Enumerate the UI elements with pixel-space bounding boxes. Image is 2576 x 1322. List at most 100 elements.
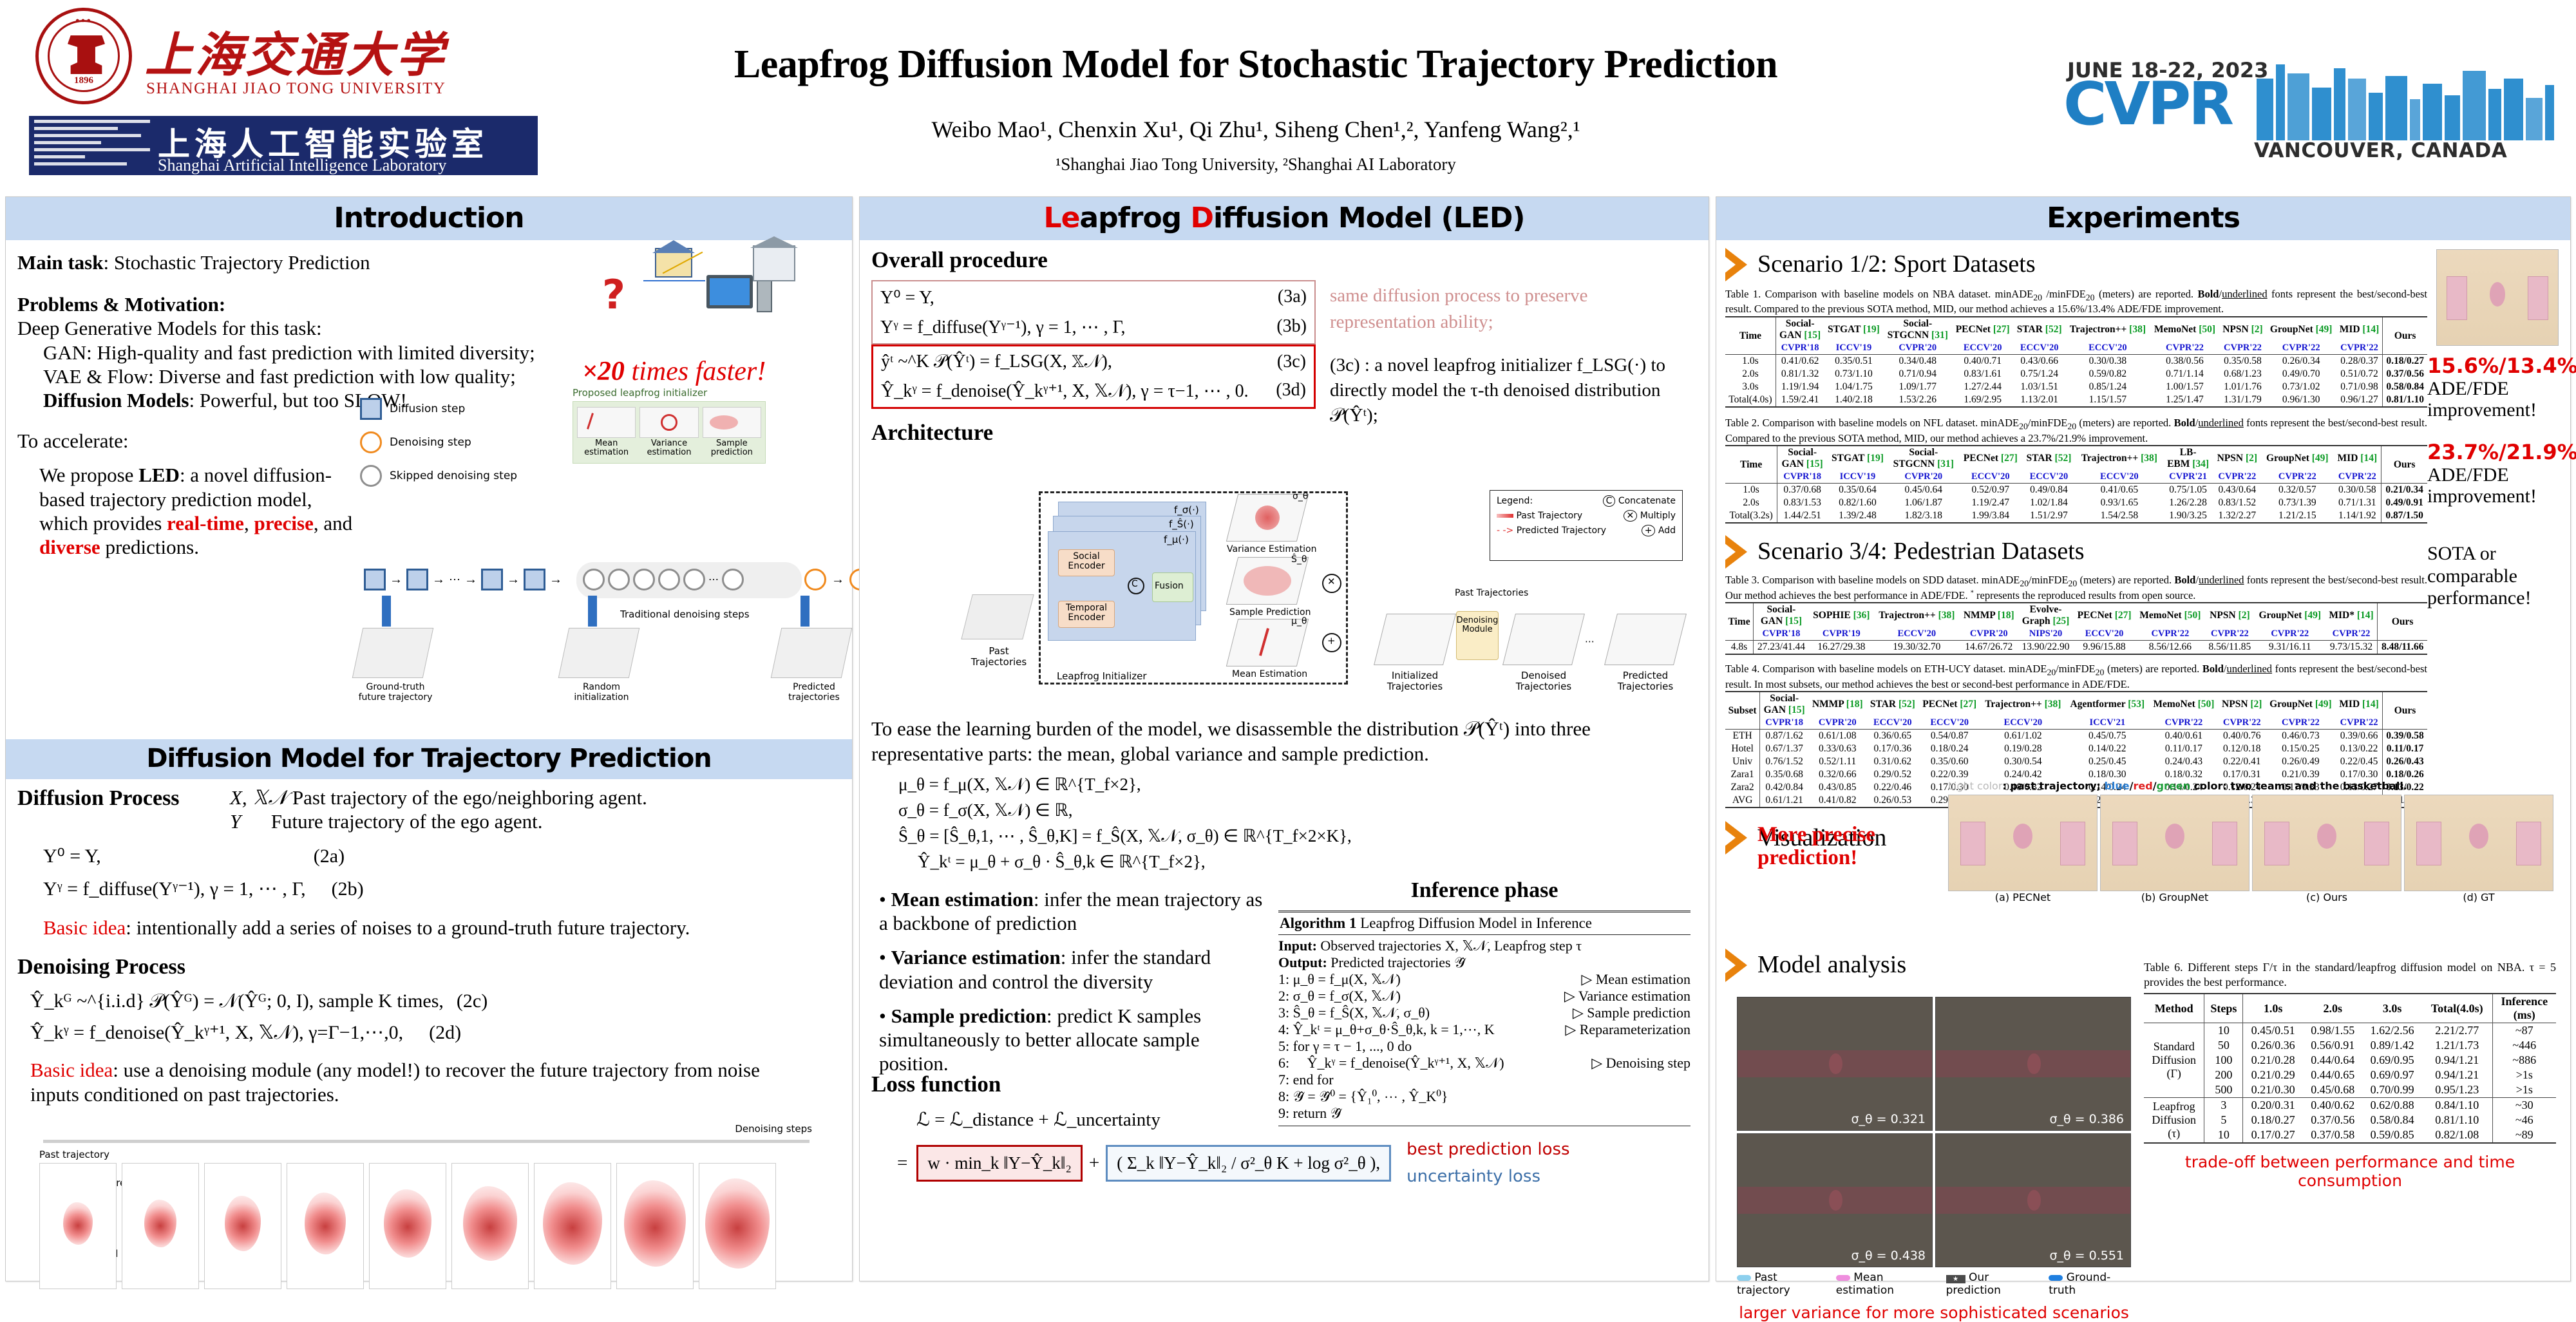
table-cell: 0.83/1.52 — [2218, 497, 2257, 509]
table-cell: 0.21/0.29 — [2251, 1068, 2295, 1081]
table-cell: 0.45/0.68 — [2311, 1083, 2355, 1096]
diffusion-models-label: Diffusion Models — [43, 388, 189, 411]
scenario-12-heading: Scenario 1/2: Sport Datasets — [1757, 250, 2036, 278]
table-cell: 1.62/2.56 — [2362, 1023, 2422, 1038]
table-cell: 1.39/2.48 — [1839, 510, 1877, 522]
label-s-theta: Ŝ_θ — [1291, 554, 1307, 565]
table-column-header: MemoNet [50] — [2135, 602, 2205, 628]
label-mu-theta: μ_θ — [1291, 616, 1307, 627]
keyword-realtime: real-time — [167, 511, 244, 534]
table-cell: 0.14/0.22 — [2088, 743, 2126, 755]
table-column-header: STAR [52] — [2022, 445, 2076, 471]
table-column-header: GroupNet [49] — [2266, 316, 2336, 343]
table-row: Zara2 0.42/0.84 0.43/0.85 0.22/0.46 0.17/0.3… — [1725, 781, 2427, 795]
table-cell: 0.30/0.38 — [2065, 354, 2150, 368]
table-venue-header: CVPR'20 — [1899, 343, 1937, 354]
table-cell: 0.43/0.64 — [2213, 483, 2262, 497]
table-group-label: Leapfrog Diffusion (τ) — [2144, 1097, 2205, 1143]
multiply-icon — [1322, 574, 1341, 593]
table-cell: 0.40/0.71 — [1951, 354, 2014, 368]
table-cell: 0.61/1.02 — [1980, 729, 2066, 743]
loss-equation-1: ℒ = ℒ_distance + ℒ_uncertainty — [916, 1110, 1160, 1130]
deep-generative-line: Deep Generative Models for this task: — [17, 317, 322, 340]
results-table-1: Time Social- GAN [15] STGAT [19] Social- STGC… — [1725, 316, 2427, 410]
diffusion-process-heading: Diffusion Process — [17, 786, 180, 810]
table-venue-header: CVPR'18 — [1781, 343, 1819, 354]
table-cell: 1.59/2.41 — [1781, 394, 1819, 406]
table-cell: 0.36/0.65 — [1866, 729, 1919, 743]
skipped-denoising-step-icon — [360, 465, 382, 487]
table-cell: 19.30/32.70 — [1873, 640, 1960, 655]
table-venue-header: ICCV'19 — [1839, 471, 1876, 482]
table-row: 100 0.21/0.28 0.44/0.64 0.69/0.95 0.94/1.21 ~… — [2144, 1053, 2556, 1068]
table-cell: 0.22/0.41 — [2222, 756, 2261, 768]
table-cell: 1.90/3.25 — [2169, 510, 2207, 522]
past-trajectories-plate — [961, 594, 1034, 639]
table-cell: 0.73/1.10 — [1835, 368, 1873, 380]
equation-2b: Yᵞ = f_diffuse(Yᵞ⁻¹), γ = 1, ⋯ , Γ, (2b) — [43, 878, 364, 900]
table-cell: 0.89/1.42 — [2370, 1039, 2414, 1052]
model-analysis-legend: Past trajectory Mean estimation ★ Our pr… — [1737, 1271, 2111, 1297]
chevron-right-icon-3 — [1724, 821, 1751, 855]
table-cell: ~46 — [2515, 1113, 2533, 1126]
table-cell: 500 — [2204, 1082, 2244, 1098]
table-cell: 1.32/2.27 — [2218, 510, 2257, 522]
equation-box-3cd: ŷᵗ ~^K 𝒫(Ŷᵗ) = f_LSG(X, 𝕏𝒩), (3c) Ŷ_kᵞ = … — [871, 345, 1316, 409]
table-row: Total(4.0s) 1.59/2.41 1.40/2.18 1.53/2.26 1.… — [1725, 393, 2427, 408]
table-venue-header: CVPR'22 — [2164, 717, 2203, 728]
badge-improvement-2: 23.7%/21.9% ADE/FDE improvement! — [2427, 440, 2576, 507]
concatenate-icon — [1128, 578, 1144, 594]
table6-caption: Table 6. Different steps Γ/τ in the stan… — [2144, 961, 2556, 988]
table-cell: 0.69/0.95 — [2370, 1053, 2414, 1066]
table-cell: 1.40/2.18 — [1835, 394, 1873, 406]
scenario-34-heading-row: Scenario 3/4: Pedestrian Datasets — [1724, 535, 2561, 569]
label-denoised-trajectories: Denoised Trajectories — [1515, 670, 1572, 693]
table-cell: 27.23/41.44 — [1753, 640, 1809, 655]
table-column-header: GroupNet [49] — [2261, 445, 2334, 471]
table-cell: 0.41/0.82 — [1818, 795, 1857, 806]
table-cell: 0.58/0.84 — [2370, 1113, 2414, 1126]
fig-traditional-label: Traditional denoising steps — [620, 609, 750, 620]
algorithm-io: Input: Observed trajectories X, 𝕏𝒩, Leap… — [1278, 937, 1582, 970]
model-analysis-figure: σ_θ = 0.321 σ_θ = 0.386 σ_θ = 0.438 σ_θ … — [1737, 997, 2131, 1322]
table-cell: 0.19/0.28 — [2004, 743, 2042, 755]
table-column-header: NMMP [18] — [1959, 602, 2018, 628]
question-mark-icon: ? — [602, 271, 625, 318]
table-cell: 1.00/1.57 — [2166, 381, 2204, 393]
table-cell: 0.83/1.53 — [1783, 497, 1821, 509]
cvpr-date: JUNE 18-22, 2023 — [2067, 58, 2269, 82]
denoised-traj-plate — [1502, 614, 1585, 665]
table-cell: 0.15/0.25 — [2282, 743, 2320, 755]
table-column-header: Trajectron++ [38] — [1980, 691, 2066, 717]
bullet-sample-prediction: • Sample prediction: predict K samples s… — [879, 1004, 1202, 1075]
algorithm-line: 6: Ŷ_kᵞ = f_denoise(Ŷ_kᵞ⁺¹, X, 𝕏𝒩) ▷ Deno… — [1278, 1054, 1690, 1071]
table-cell: 0.17/0.33 — [2282, 782, 2320, 793]
table-column-header: STGAT [19] — [1824, 316, 1884, 343]
table-cell: 0.46/0.73 — [2265, 729, 2336, 743]
table-cell: 0.26/0.34 — [2266, 354, 2336, 368]
equation-2d: Ŷ_kᵞ = f_denoise(Ŷ_kᵞ⁺¹, X, 𝕏𝒩), γ=Γ−1,⋯… — [30, 1022, 462, 1044]
table-cell: ~446 — [2512, 1039, 2537, 1052]
table-cell: 1.19/2.47 — [1971, 497, 2010, 509]
algorithm-line: 4: Ŷ_kᵗ = μ_θ+σ_θ·Ŝ_θ,k, k = 1,⋯, K ▷ Rep… — [1278, 1021, 1690, 1037]
table-cell: 0.12/0.24 — [2222, 782, 2261, 793]
table-cell: 0.71/1.31 — [2338, 497, 2376, 509]
table-column-header: Evolve- Graph [25] — [2018, 602, 2074, 628]
table-row: Univ 0.76/1.52 0.52/1.11 0.31/0.62 0.35/0.60… — [1725, 755, 2427, 769]
symbol-y: Y — [230, 810, 242, 833]
table2-caption: Table 2. Comparison with baseline models… — [1725, 417, 2428, 444]
temporal-encoder-block — [1058, 601, 1115, 628]
table-cell: 0.87/1.50 — [2381, 509, 2427, 524]
table-cell: 0.26/0.53 — [1873, 795, 1912, 806]
table-cell: 0.35/0.64 — [1827, 483, 1888, 497]
table-row: 10 0.17/0.27 0.37/0.58 0.59/0.85 0.82/1.08 ~8… — [2144, 1128, 2556, 1143]
table-cell: 0.26/0.49 — [2282, 756, 2320, 768]
fusion-block — [1152, 572, 1193, 602]
table-cell: 0.40/0.76 — [2218, 729, 2266, 743]
table-column-header: MID [14] — [2333, 445, 2382, 471]
table-cell: 0.21/0.34 — [2381, 483, 2427, 497]
vae-line: VAE & Flow: Diverse and fast prediction … — [43, 364, 516, 388]
leapfrog-legend: Diffusion step Denoising step Skipped de… — [360, 398, 517, 487]
table-column-header: Social- GAN [15] — [1753, 602, 1809, 628]
architecture-legend: Legend: C Concatenate Past Trajectory ✕ … — [1490, 490, 1683, 561]
